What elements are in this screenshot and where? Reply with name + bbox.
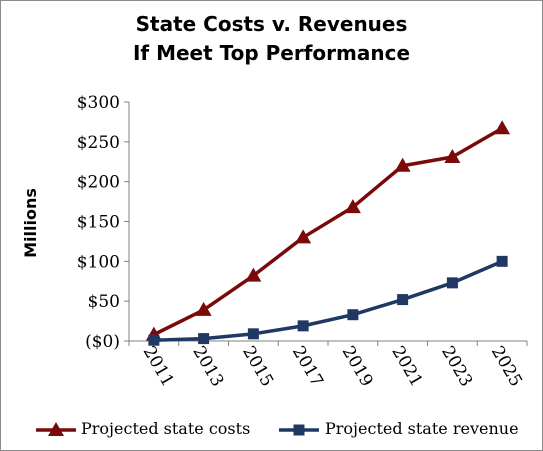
y-tick-label: $200 [77, 173, 120, 193]
y-tick-label: $100 [77, 252, 120, 272]
data-point-revenue [247, 328, 259, 340]
x-tick-label: 2023 [437, 343, 476, 390]
data-point-revenue [148, 334, 160, 346]
x-tick-label: 2011 [139, 343, 178, 390]
data-point-costs [344, 199, 361, 214]
x-tick-label: 2025 [487, 343, 526, 390]
legend-marker-revenue [293, 424, 305, 436]
y-tick-label: $300 [77, 93, 120, 113]
y-tick-label: $250 [77, 133, 120, 153]
data-point-costs [295, 229, 312, 244]
legend-marker-costs [48, 422, 64, 436]
legend-entry-costs: Projected state costs [81, 419, 251, 438]
y-tick-label: ($0) [85, 332, 120, 352]
x-tick-label: 2017 [288, 343, 327, 390]
legend-entry-revenue: Projected state revenue [325, 419, 519, 438]
data-point-revenue [297, 320, 309, 332]
series-line-revenue [153, 259, 503, 342]
data-point-costs [195, 301, 212, 316]
y-tick-label: $150 [77, 213, 120, 233]
data-point-revenue [496, 255, 508, 267]
data-point-costs [394, 157, 411, 172]
data-point-revenue [397, 294, 409, 306]
chart-title: State Costs v. Revenues [135, 12, 408, 36]
x-tick-label: 2013 [188, 343, 227, 390]
data-point-revenue [347, 309, 359, 321]
data-point-costs [245, 267, 262, 282]
series-line-costs [153, 126, 503, 337]
data-point-costs [444, 148, 461, 163]
data-point-revenue [198, 333, 210, 345]
x-tick-label: 2019 [338, 343, 377, 390]
data-point-costs [494, 120, 511, 135]
x-tick-label: 2015 [238, 343, 277, 390]
x-tick-label: 2021 [387, 343, 426, 390]
chart-subtitle: If Meet Top Performance [132, 41, 411, 65]
y-tick-label: $50 [88, 292, 120, 312]
data-point-revenue [446, 277, 458, 289]
